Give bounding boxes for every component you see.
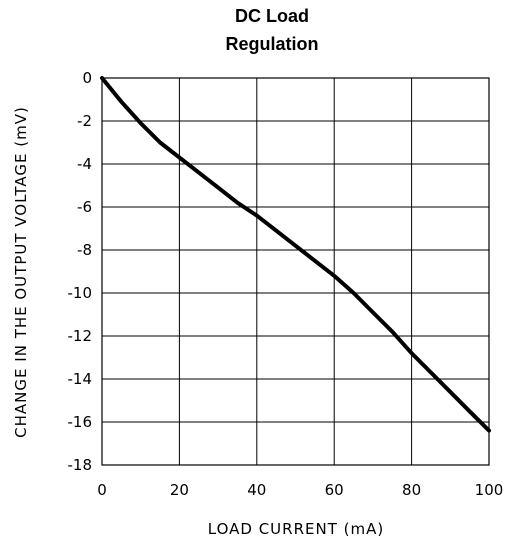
chart-title-line-1: DC Load <box>235 6 309 26</box>
y-tick-label: -18 <box>68 456 93 474</box>
x-tick-label: 100 <box>475 481 504 499</box>
y-tick-labels: 0 -2 -4 -6 -8 -10 -12 -14 -16 -18 <box>68 69 93 474</box>
y-tick-label: -16 <box>68 413 93 431</box>
y-tick-label: -2 <box>77 112 92 130</box>
x-axis-label: LOAD CURRENT (mA) <box>208 520 384 538</box>
x-tick-label: 0 <box>97 481 107 499</box>
y-tick-label: -4 <box>77 155 92 173</box>
y-tick-label: -8 <box>77 241 92 259</box>
x-tick-label: 20 <box>170 481 189 499</box>
grid <box>101 77 490 466</box>
y-tick-label: -10 <box>68 284 93 302</box>
y-tick-label: -6 <box>77 198 92 216</box>
series-line <box>100 76 491 433</box>
x-tick-label: 60 <box>325 481 344 499</box>
x-tick-labels: 0 20 40 60 80 100 <box>97 481 503 499</box>
y-tick-label: 0 <box>82 69 92 87</box>
y-axis-label: CHANGE IN THE OUTPUT VOLTAGE (mV) <box>12 106 30 438</box>
x-tick-label: 40 <box>247 481 266 499</box>
chart-title-line-2: Regulation <box>226 34 319 54</box>
x-tick-label: 80 <box>402 481 421 499</box>
y-tick-label: -14 <box>68 370 93 388</box>
plot-frame <box>101 77 490 466</box>
y-tick-label: -12 <box>68 327 93 345</box>
